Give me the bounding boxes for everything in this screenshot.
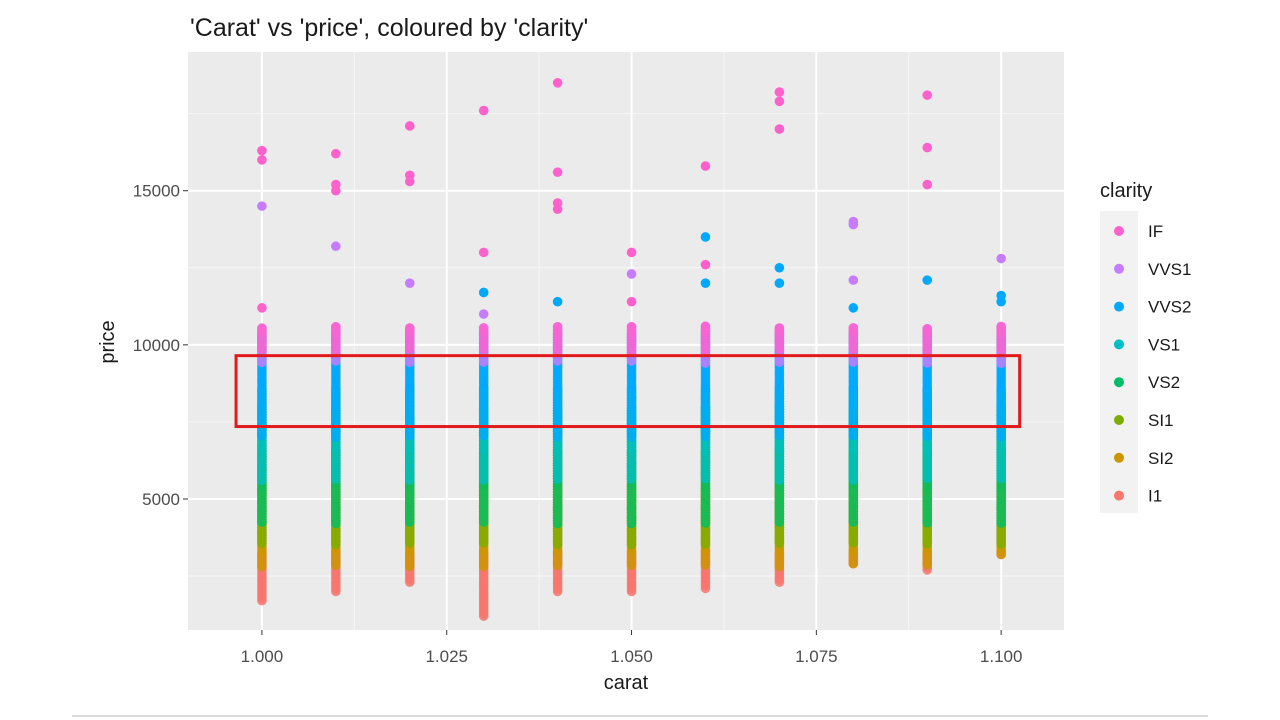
x-tick-label: 1.000 [241, 647, 284, 666]
legend-label: VVS1 [1148, 260, 1191, 279]
x-tick-label: 1.050 [610, 647, 653, 666]
data-point [848, 303, 859, 313]
data-point [848, 323, 859, 333]
data-point [478, 247, 489, 258]
data-point [922, 142, 933, 153]
data-point [552, 322, 563, 332]
data-point [478, 309, 489, 319]
legend-key [1114, 301, 1124, 312]
legend-label: I1 [1148, 487, 1162, 506]
x-tick-label: 1.100 [980, 647, 1023, 666]
data-point [626, 322, 637, 332]
data-point [331, 241, 341, 252]
data-point [700, 278, 711, 289]
data-point [922, 90, 933, 100]
data-points [257, 78, 1006, 621]
data-point [257, 145, 267, 156]
data-point [774, 96, 785, 107]
legend-key [1114, 415, 1124, 425]
data-point [404, 176, 415, 187]
data-point [996, 253, 1006, 264]
legend-label: VVS2 [1148, 298, 1191, 317]
data-point [552, 167, 563, 178]
legend: clarity IF VVS1 VVS2 VS1 VS2 SI1 SI2 I1 [1100, 180, 1191, 513]
data-point [257, 155, 267, 165]
legend-key [1114, 339, 1124, 350]
x-axis-ticks: 1.000 1.025 1.050 1.075 1.100 [241, 630, 1023, 666]
x-tick-label: 1.025 [425, 647, 468, 666]
data-point [478, 287, 489, 298]
legend-key [1114, 226, 1124, 236]
legend-label: IF [1148, 222, 1163, 241]
data-point [700, 321, 711, 332]
data-point [257, 323, 267, 334]
data-point [331, 185, 341, 196]
data-point [257, 201, 267, 211]
legend-key [1114, 377, 1124, 388]
highlight-box [234, 354, 1022, 429]
data-point [552, 296, 563, 307]
data-point [404, 121, 415, 131]
data-point [552, 204, 563, 215]
data-point [848, 219, 859, 230]
data-point [700, 232, 711, 242]
data-point [774, 87, 785, 97]
data-point [922, 275, 933, 285]
legend-title: clarity [1100, 180, 1152, 202]
legend-label: SI2 [1148, 449, 1174, 468]
data-point [478, 323, 489, 333]
data-point [774, 323, 785, 333]
data-point [552, 78, 563, 88]
data-point [626, 296, 637, 307]
x-axis-title: carat [604, 672, 649, 694]
legend-label: VS2 [1148, 373, 1180, 392]
data-point [922, 324, 933, 334]
legend-label: SI1 [1148, 411, 1174, 430]
data-point [996, 296, 1006, 307]
data-point [700, 161, 711, 171]
legend-key [1114, 452, 1124, 463]
chart-title: 'Carat' vs 'price', coloured by 'clarity… [190, 14, 588, 42]
data-point [700, 259, 711, 270]
legend-key-background [1100, 211, 1138, 513]
data-point [774, 278, 785, 289]
data-point [257, 303, 267, 313]
data-point [331, 148, 341, 159]
bottom-divider [72, 715, 1208, 717]
data-point [996, 321, 1006, 332]
data-point [848, 275, 859, 285]
legend-key [1114, 490, 1124, 501]
data-point [922, 179, 933, 190]
data-point [404, 278, 415, 289]
data-point [404, 323, 415, 333]
data-point [626, 269, 637, 279]
data-point [626, 247, 637, 258]
y-axis-ticks: 5000 10000 15000 [133, 182, 188, 509]
data-point [774, 262, 785, 273]
legend-key [1114, 263, 1124, 274]
data-point [478, 105, 489, 116]
y-tick-label: 10000 [133, 336, 180, 355]
y-tick-label: 15000 [133, 182, 180, 201]
plot-panel [188, 52, 1064, 630]
y-axis-title: price [97, 320, 119, 363]
data-point [774, 124, 785, 134]
x-tick-label: 1.075 [795, 647, 838, 666]
y-tick-label: 5000 [142, 490, 180, 509]
legend-label: VS1 [1148, 335, 1180, 354]
data-point [331, 322, 341, 332]
